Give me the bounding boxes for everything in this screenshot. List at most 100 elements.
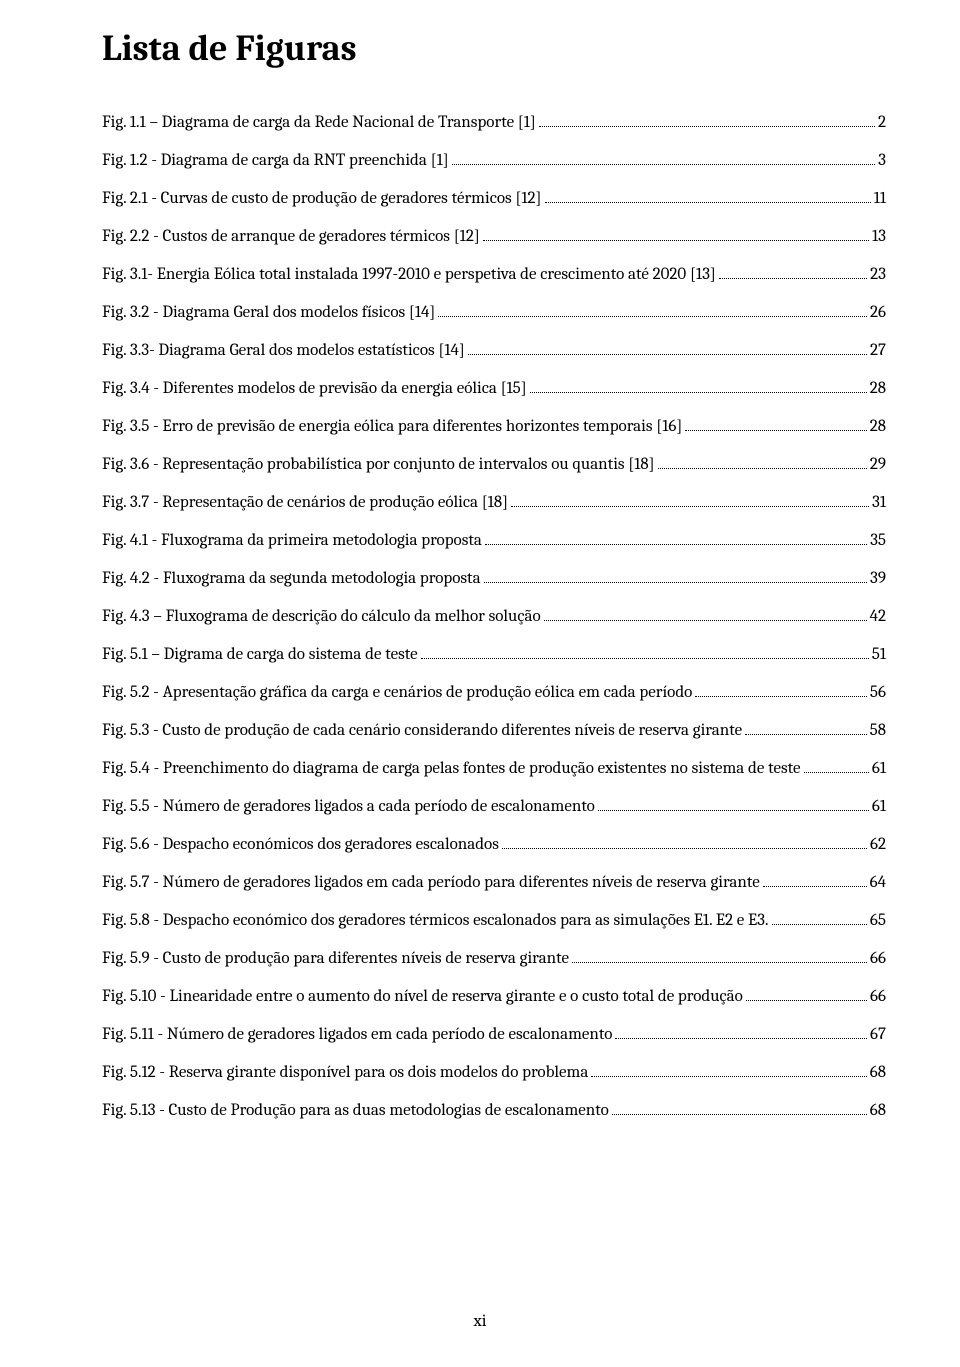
toc-entry: Fig. 5.13 - Custo de Produção para as du… xyxy=(102,1099,886,1123)
toc-entry: Fig. 5.4 - Preenchimento do diagrama de … xyxy=(102,757,886,781)
toc-leader-dots xyxy=(598,810,869,811)
toc-entry-page: 26 xyxy=(870,301,886,325)
toc-entry: Fig. 4.3 – Fluxograma de descrição do cá… xyxy=(102,605,886,629)
toc-entry-label: Fig. 5.9 - Custo de produção para difere… xyxy=(102,947,569,971)
toc-entry-page: 51 xyxy=(872,643,886,667)
toc-leader-dots xyxy=(485,544,867,545)
toc-entry-page: 3 xyxy=(878,149,886,173)
toc-leader-dots xyxy=(530,392,867,393)
toc-entry-label: Fig. 3.2 - Diagrama Geral dos modelos fí… xyxy=(102,301,435,325)
toc-leader-dots xyxy=(763,886,867,887)
toc-entry: Fig. 2.2 - Custos de arranque de gerador… xyxy=(102,225,886,249)
toc-entry-page: 13 xyxy=(872,225,886,249)
toc-entry: Fig. 5.3 - Custo de produção de cada cen… xyxy=(102,719,886,743)
toc-entry: Fig. 5.10 - Linearidade entre o aumento … xyxy=(102,985,886,1009)
toc-entry: Fig. 5.9 - Custo de produção para difere… xyxy=(102,947,886,971)
toc-entry-label: Fig. 5.12 - Reserva girante disponível p… xyxy=(102,1061,588,1085)
toc-entry-page: 28 xyxy=(870,415,886,439)
toc-entry: Fig. 3.1- Energia Eólica total instalada… xyxy=(102,263,886,287)
page-title: Lista de Figuras xyxy=(102,28,886,69)
page-number: xi xyxy=(0,1312,960,1331)
toc-entry-page: 39 xyxy=(870,567,886,591)
toc-leader-dots xyxy=(539,126,875,127)
toc-entry: Fig. 4.2 - Fluxograma da segunda metodol… xyxy=(102,567,886,591)
toc-leader-dots xyxy=(745,734,867,735)
toc-entry-label: Fig. 5.11 - Número de geradores ligados … xyxy=(102,1023,612,1047)
toc-entry-page: 61 xyxy=(872,757,886,781)
toc-leader-dots xyxy=(544,620,867,621)
toc-leader-dots xyxy=(483,240,869,241)
toc-entry-label: Fig. 5.5 - Número de geradores ligados a… xyxy=(102,795,595,819)
toc-entry-page: 42 xyxy=(870,605,886,629)
toc-entry-page: 67 xyxy=(870,1023,886,1047)
toc-entry: Fig. 3.2 - Diagrama Geral dos modelos fí… xyxy=(102,301,886,325)
toc-entry-label: Fig. 3.3- Diagrama Geral dos modelos est… xyxy=(102,339,465,363)
toc-entry-label: Fig. 4.3 – Fluxograma de descrição do cá… xyxy=(102,605,541,629)
toc-entry-label: Fig. 3.5 - Erro de previsão de energia e… xyxy=(102,415,682,439)
toc-entry-page: 35 xyxy=(870,529,886,553)
toc-leader-dots xyxy=(719,278,867,279)
toc-leader-dots xyxy=(612,1114,867,1115)
toc-entry: Fig. 1.1 – Diagrama de carga da Rede Nac… xyxy=(102,111,886,135)
toc-entry-page: 27 xyxy=(870,339,886,363)
toc-entry-label: Fig. 5.7 - Número de geradores ligados e… xyxy=(102,871,760,895)
toc-entry: Fig. 2.1 - Curvas de custo de produção d… xyxy=(102,187,886,211)
toc-entry: Fig. 5.12 - Reserva girante disponível p… xyxy=(102,1061,886,1085)
toc-entry-label: Fig. 5.3 - Custo de produção de cada cen… xyxy=(102,719,742,743)
toc-leader-dots xyxy=(421,658,869,659)
toc-entry: Fig. 3.6 - Representação probabilística … xyxy=(102,453,886,477)
toc-entry-label: Fig. 5.13 - Custo de Produção para as du… xyxy=(102,1099,609,1123)
toc-leader-dots xyxy=(572,962,867,963)
list-of-figures: Fig. 1.1 – Diagrama de carga da Rede Nac… xyxy=(102,111,886,1122)
toc-entry-page: 23 xyxy=(870,263,886,287)
document-page: Lista de Figuras Fig. 1.1 – Diagrama de … xyxy=(0,0,960,1367)
toc-entry-page: 2 xyxy=(878,111,886,135)
toc-leader-dots xyxy=(511,506,869,507)
toc-entry: Fig. 5.8 - Despacho económico dos gerado… xyxy=(102,909,886,933)
toc-entry-label: Fig. 2.2 - Custos de arranque de gerador… xyxy=(102,225,480,249)
toc-entry-page: 29 xyxy=(870,453,886,477)
toc-entry-page: 28 xyxy=(870,377,886,401)
toc-entry: Fig. 5.11 - Número de geradores ligados … xyxy=(102,1023,886,1047)
toc-leader-dots xyxy=(545,202,871,203)
toc-entry-label: Fig. 4.1 - Fluxograma da primeira metodo… xyxy=(102,529,482,553)
toc-entry: Fig. 5.1 – Digrama de carga do sistema d… xyxy=(102,643,886,667)
toc-entry: Fig. 5.7 - Número de geradores ligados e… xyxy=(102,871,886,895)
toc-leader-dots xyxy=(468,354,867,355)
toc-entry: Fig. 5.6 - Despacho económicos dos gerad… xyxy=(102,833,886,857)
toc-entry-label: Fig. 3.6 - Representação probabilística … xyxy=(102,453,655,477)
toc-entry-label: Fig. 3.7 - Representação de cenários de … xyxy=(102,491,508,515)
toc-entry-label: Fig. 5.2 - Apresentação gráfica da carga… xyxy=(102,681,692,705)
toc-entry-page: 65 xyxy=(870,909,886,933)
toc-entry-label: Fig. 3.4 - Diferentes modelos de previsã… xyxy=(102,377,527,401)
toc-entry-page: 61 xyxy=(872,795,886,819)
toc-leader-dots xyxy=(502,848,867,849)
toc-leader-dots xyxy=(438,316,867,317)
toc-leader-dots xyxy=(615,1038,867,1039)
toc-entry: Fig. 3.5 - Erro de previsão de energia e… xyxy=(102,415,886,439)
toc-entry: Fig. 4.1 - Fluxograma da primeira metodo… xyxy=(102,529,886,553)
toc-entry-label: Fig. 5.6 - Despacho económicos dos gerad… xyxy=(102,833,499,857)
toc-entry: Fig. 3.3- Diagrama Geral dos modelos est… xyxy=(102,339,886,363)
toc-entry-page: 64 xyxy=(870,871,886,895)
toc-leader-dots xyxy=(658,468,867,469)
toc-leader-dots xyxy=(695,696,867,697)
toc-entry-page: 68 xyxy=(870,1061,886,1085)
toc-leader-dots xyxy=(804,772,869,773)
toc-entry-label: Fig. 5.1 – Digrama de carga do sistema d… xyxy=(102,643,418,667)
toc-entry-label: Fig. 3.1- Energia Eólica total instalada… xyxy=(102,263,716,287)
toc-leader-dots xyxy=(591,1076,866,1077)
toc-entry-label: Fig. 1.1 – Diagrama de carga da Rede Nac… xyxy=(102,111,536,135)
toc-leader-dots xyxy=(772,924,867,925)
toc-entry-label: Fig. 5.8 - Despacho económico dos gerado… xyxy=(102,909,769,933)
toc-entry-page: 66 xyxy=(870,985,886,1009)
toc-entry-label: Fig. 1.2 - Diagrama de carga da RNT pree… xyxy=(102,149,449,173)
toc-entry-page: 68 xyxy=(870,1099,886,1123)
toc-entry-label: Fig. 4.2 - Fluxograma da segunda metodol… xyxy=(102,567,481,591)
toc-leader-dots xyxy=(452,164,875,165)
toc-entry-label: Fig. 5.10 - Linearidade entre o aumento … xyxy=(102,985,743,1009)
toc-entry-page: 58 xyxy=(870,719,886,743)
toc-entry-page: 11 xyxy=(874,187,886,211)
toc-entry-label: Fig. 2.1 - Curvas de custo de produção d… xyxy=(102,187,542,211)
toc-entry: Fig. 3.7 - Representação de cenários de … xyxy=(102,491,886,515)
